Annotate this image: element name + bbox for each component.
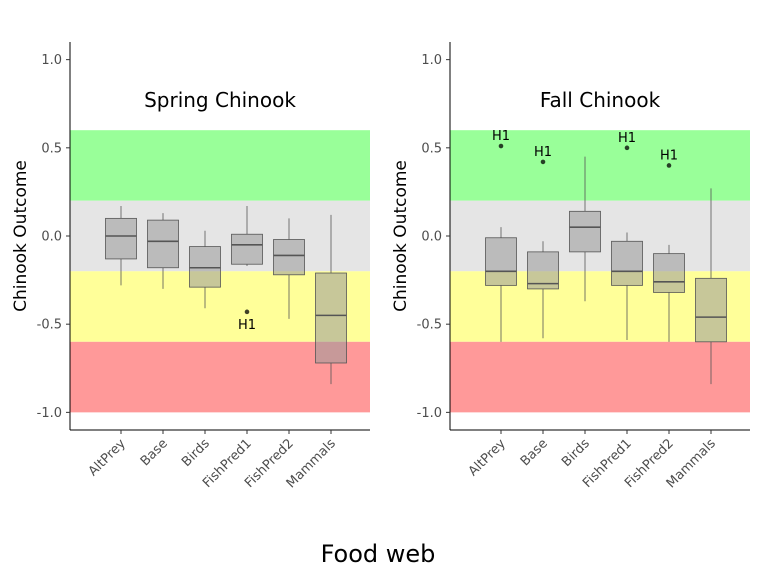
box-iqr (695, 277, 727, 343)
box-FishPred1 (231, 206, 263, 266)
outlier-label: H1 (660, 148, 678, 163)
outlier-label: H1 (492, 129, 510, 144)
outlier-point (540, 159, 546, 165)
band-0 (70, 130, 370, 201)
box-Mammals (315, 214, 347, 385)
x-tick-label: Birds (559, 436, 593, 470)
x-tick-label: Birds (179, 436, 213, 470)
x-tick-label: Base (518, 436, 551, 469)
y-tick-label: 0.0 (41, 230, 62, 245)
box-iqr (147, 219, 179, 269)
outlier-point (244, 309, 250, 315)
outlier-label: H1 (618, 131, 636, 146)
box-Mammals (695, 188, 727, 385)
y-axis-title: Chinook Outcome (391, 160, 411, 312)
box-Birds (189, 230, 221, 309)
outlier-point (498, 143, 504, 149)
box-Birds (569, 156, 601, 302)
outlier-label: H1 (238, 318, 256, 333)
panel-title: Fall Chinook (540, 88, 661, 112)
outlier-label: H1 (534, 145, 552, 160)
panel-title: Spring Chinook (144, 88, 296, 112)
outlier-point (624, 145, 630, 151)
box-Base (147, 213, 179, 289)
box-iqr (189, 246, 221, 288)
box-iqr (231, 233, 263, 265)
box-iqr (611, 240, 643, 286)
y-tick-label: 1.0 (421, 53, 442, 68)
box-iqr (653, 253, 685, 293)
y-tick-label: 0.0 (421, 230, 442, 245)
box-iqr (485, 237, 517, 286)
y-tick-label: -0.5 (37, 318, 62, 333)
box-Base (527, 241, 559, 339)
panel-2: Fall Chinook 1.0 0.5 0.0 -0.5 -1.0 Chinook Out… (391, 42, 750, 491)
y-tick-label: -1.0 (417, 406, 442, 421)
box-iqr (527, 251, 559, 290)
box-AltPrey (105, 206, 137, 286)
band-3 (450, 341, 750, 413)
box-iqr (105, 217, 137, 260)
box-FishPred1 (611, 232, 643, 341)
y-tick-label: -0.5 (417, 318, 442, 333)
x-tick-label: AltPrey (86, 436, 129, 479)
x-tick-label: Base (138, 436, 171, 469)
box-iqr (273, 239, 305, 276)
box-iqr (315, 272, 347, 364)
box-AltPrey (485, 227, 517, 342)
band-0 (450, 130, 750, 201)
panel-1: Spring Chinook 1.0 0.5 0.0 -0.5 -1.0 Chinook O… (11, 42, 370, 491)
x-tick-label: AltPrey (466, 436, 509, 479)
y-tick-label: 1.0 (41, 53, 62, 68)
x-axis-title: Food web (321, 540, 436, 568)
y-tick-label: -1.0 (37, 406, 62, 421)
outlier-point (666, 163, 672, 168)
y-axis-title: Chinook Outcome (11, 160, 31, 312)
y-tick-label: 0.5 (421, 141, 442, 156)
box-iqr (569, 210, 601, 253)
y-tick-label: 0.5 (41, 141, 62, 156)
box-FishPred2 (653, 244, 685, 342)
box-FishPred2 (273, 218, 305, 319)
